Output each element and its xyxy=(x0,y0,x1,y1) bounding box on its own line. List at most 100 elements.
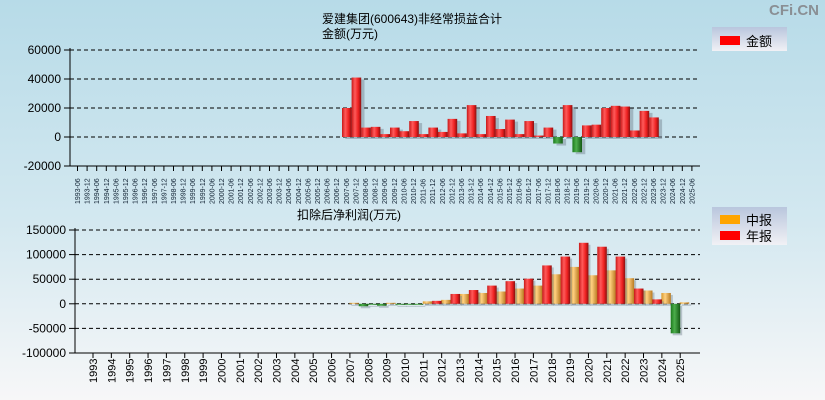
chart2-bar-annual xyxy=(597,246,607,304)
chart2-bar-annual xyxy=(358,303,369,307)
chart2-xtick-label: 2023 xyxy=(639,359,651,383)
chart1-xtick-label: 2014-06 xyxy=(478,178,485,204)
chart1-xtick-label: 2024-12 xyxy=(680,178,687,204)
chart2-bar-shadow xyxy=(415,305,426,307)
chart1-xtick-label: 2008-06 xyxy=(363,178,370,204)
chart1-xtick-label: 2006-12 xyxy=(334,178,341,204)
chart1-bar xyxy=(601,108,611,137)
chart1-bar xyxy=(534,135,544,137)
chart2-xtick-label: 2017 xyxy=(528,359,540,383)
chart2-xtick-label: 2025 xyxy=(675,359,687,383)
chart1-bar xyxy=(342,108,352,137)
chart2-xtick-label: 2004 xyxy=(290,359,302,383)
chart1-xtick-label: 1996-06 xyxy=(133,178,140,204)
chart1-bar xyxy=(351,77,362,137)
chart1-xtick-label: 2007-12 xyxy=(353,178,360,204)
chart2-bar-annual xyxy=(634,288,644,304)
chart2-bar-interim xyxy=(349,302,359,304)
chart1-bar-shadow xyxy=(537,137,547,139)
chart2-xtick-label: 1995 xyxy=(125,359,137,383)
chart2-bar-interim xyxy=(679,302,690,304)
chart1-xtick-label: 1994-06 xyxy=(94,178,101,204)
chart1-bar xyxy=(553,137,563,144)
chart1-xtick-label: 2015-06 xyxy=(497,178,504,204)
chart2-xtick-label: 2003 xyxy=(272,359,284,383)
chart2-bar-annual xyxy=(652,299,662,304)
chart2-xtick-label: 2013 xyxy=(455,359,467,383)
legend-item-interim: 中报 xyxy=(720,210,772,229)
chart1-bar xyxy=(476,134,486,137)
chart1-bar xyxy=(649,117,659,137)
chart2-xtick-label: 2000 xyxy=(216,359,228,383)
chart1-ytick-label: 20000 xyxy=(28,101,62,115)
chart1-xtick-label: 2004-12 xyxy=(296,178,303,204)
chart1-xtick-label: 2009-12 xyxy=(392,178,399,204)
chart1-xtick-label: 2003-12 xyxy=(277,178,284,204)
chart2-bar-interim xyxy=(441,299,451,304)
legend-item-amount: 金额 xyxy=(720,31,772,50)
chart2-xtick-label: 2010 xyxy=(400,359,412,383)
chart1-xtick-label: 2018-06 xyxy=(555,178,562,204)
chart2-bar-shadow xyxy=(397,305,407,307)
chart1-bar xyxy=(514,134,525,137)
chart1-xtick-label: 2017-12 xyxy=(545,178,552,204)
chart1-bar xyxy=(370,126,381,137)
chart2-bar-annual xyxy=(487,285,497,304)
chart1-bar xyxy=(457,133,467,137)
chart2-bar-interim xyxy=(386,302,396,304)
chart2-ytick-label: 0 xyxy=(59,297,66,311)
chart2-xtick-label: 1994 xyxy=(106,359,118,383)
chart1-bar xyxy=(524,121,534,137)
chart2-bar-shadow xyxy=(388,304,398,306)
chart2-xtick-label: 2019 xyxy=(565,359,577,383)
legend-label-amount: 金额 xyxy=(746,34,773,49)
chart1-xtick-label: 2012-12 xyxy=(449,178,456,204)
chart1-xtick-label: 2021-12 xyxy=(622,178,629,204)
chart1-xtick-label: 2016-12 xyxy=(526,178,533,204)
chart1-bar-shadow xyxy=(460,135,471,139)
chart1-xtick-label: 2006-06 xyxy=(325,178,332,204)
chart2-ytick-label: 50000 xyxy=(33,272,67,286)
chart2-bar-annual xyxy=(505,281,516,304)
chart1-xtick-label: 2005-12 xyxy=(315,178,322,204)
chart2-xtick-label: 2020 xyxy=(583,359,595,383)
chart1-xtick-label: 2011-12 xyxy=(430,179,437,204)
chart1-xtick-label: 2013-12 xyxy=(469,178,476,204)
chart2-xtick-label: 2015 xyxy=(492,359,504,383)
legend-label-interim: 中报 xyxy=(746,213,773,228)
chart2-xtick-label: 2006 xyxy=(327,359,339,383)
chart2-legend: 中报 年报 xyxy=(712,207,787,245)
chart1-xtick-label: 1994-12 xyxy=(104,178,111,204)
legend-swatch-interim xyxy=(720,215,740,224)
chart1-xtick-label: 2007-06 xyxy=(344,178,351,204)
chart2-bar-annual xyxy=(523,278,534,304)
chart2-xtick-label: 1996 xyxy=(143,359,155,383)
chart1-bar xyxy=(399,131,410,137)
chart2-bar-interim xyxy=(606,270,616,304)
chart2-bar-shadow xyxy=(351,304,361,306)
chart1-xtick-label: 2014-12 xyxy=(488,178,495,204)
chart1-xtick-label: 2004-06 xyxy=(286,178,293,204)
chart1-xtick-label: 2011-06 xyxy=(421,179,428,204)
chart1-bar xyxy=(572,137,582,153)
chart1-xtick-label: 1999-12 xyxy=(200,178,207,204)
chart2-xtick-label: 1993 xyxy=(88,359,100,383)
chart1-bar xyxy=(610,105,621,137)
chart1-xtick-label: 1997-06 xyxy=(152,178,159,204)
chart2-xtick-label: 2008 xyxy=(363,359,375,383)
chart1-bar xyxy=(409,121,419,137)
chart1-xtick-label: 2005-06 xyxy=(305,178,312,204)
chart2-bar-annual xyxy=(468,290,479,304)
chart2-bar-annual xyxy=(377,303,387,306)
chart2-xtick-label: 2002 xyxy=(253,359,265,383)
chart2-title: 扣除后净利润(万元) xyxy=(297,208,401,222)
chart2-xtick-label: 2007 xyxy=(345,359,357,383)
chart1-bar xyxy=(361,127,371,137)
legend-label-annual: 年报 xyxy=(746,229,773,244)
chart2-xtick-label: 2005 xyxy=(308,359,320,383)
chart2-xtick-label: 2009 xyxy=(382,359,394,383)
chart1-ytick-label: 40000 xyxy=(28,72,62,86)
chart2-xtick-label: 2022 xyxy=(620,359,632,383)
chart2-bar-annual xyxy=(578,242,589,304)
